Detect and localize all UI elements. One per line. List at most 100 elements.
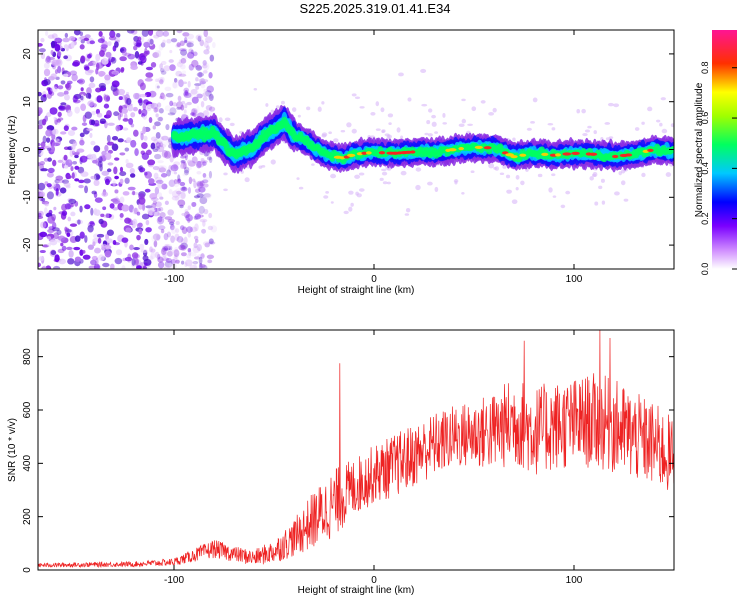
spectrogram-noise-blob [148, 30, 154, 36]
spectrogram-faint-blob [442, 122, 448, 125]
spectrogram-faint-blob [505, 174, 511, 179]
spectrogram-noise-blob [45, 57, 52, 64]
spectrogram-noise-blob [74, 165, 80, 170]
spectrogram-noise-blob [206, 45, 210, 51]
spectrogram-noise-blob [126, 30, 135, 34]
spectrogram-noise-blob [128, 117, 134, 125]
spectrogram-noise-blob [157, 256, 164, 263]
spectrogram-noise-blob [87, 69, 94, 74]
spectrogram-faint-blob [659, 122, 663, 127]
spectrogram-noise-blob [57, 92, 65, 97]
spectrogram-noise-blob [160, 92, 165, 100]
spectrogram-noise-blob [209, 110, 213, 118]
spectrogram-noise-blob [110, 57, 117, 64]
spectrogram-noise-blob [133, 92, 140, 100]
spectrogram-noise-blob [139, 82, 146, 91]
spectrogram-peak-blob [483, 146, 492, 150]
spectrogram-noise-blob [170, 226, 177, 234]
spectrogram-noise-blob [203, 30, 209, 38]
spectrogram-noise-blob [74, 235, 81, 242]
spectrogram-noise-blob [87, 100, 95, 107]
spectrogram-noise-blob [136, 234, 141, 241]
spectrogram-noise-blob [117, 112, 122, 121]
spectrogram-noise-blob [206, 37, 212, 44]
spectrogram-noise-blob [184, 89, 189, 96]
spectrogram-noise-blob [87, 153, 93, 159]
spectrogram-noise-blob [40, 221, 47, 229]
spectrogram-faint-blob [200, 157, 205, 161]
spectrogram-noise-blob [121, 237, 129, 243]
spectrogram-noise-blob [143, 171, 148, 176]
spectrogram-faint-blob [454, 180, 458, 185]
spectrogram-faint-blob [656, 119, 661, 123]
spectrogram-noise-blob [55, 188, 59, 196]
spectrogram-noise-blob [61, 210, 68, 216]
spectrogram-noise-blob [164, 151, 170, 158]
spectrogram-noise-blob [89, 76, 95, 83]
spectrogram-noise-blob [59, 187, 67, 194]
spectrogram-noise-blob [179, 48, 187, 52]
spectrogram-noise-blob [47, 167, 55, 174]
snr-xtick-label: 0 [371, 575, 377, 586]
snr-ylabel: SNR (10 * v/v) [7, 418, 18, 482]
spectrogram-noise-blob [202, 183, 209, 188]
spectrogram-noise-blob [192, 245, 201, 253]
spectrogram-faint-blob [620, 169, 626, 174]
spectrogram-noise-blob [181, 226, 188, 235]
spectrogram-faint-blob [488, 163, 495, 169]
spectrogram-noise-blob [122, 191, 130, 196]
spectrogram-noise-blob [46, 137, 51, 143]
spectrogram-noise-blob [111, 136, 119, 141]
spectrogram-faint-blob [613, 103, 620, 108]
spectrogram-noise-blob [159, 196, 164, 200]
spectrogram-noise-blob [187, 167, 192, 171]
spectrogram-noise-blob [173, 180, 180, 188]
spectrogram-noise-blob [155, 113, 159, 118]
spectrogram-noise-blob [182, 173, 187, 177]
spectrogram-noise-blob [202, 64, 208, 69]
spectrogram-peak-blob [510, 155, 518, 159]
spectrogram-noise-blob [122, 118, 129, 122]
spectrogram-noise-blob [164, 200, 169, 206]
spectrogram-noise-blob [47, 147, 52, 151]
spectrogram-noise-blob [156, 234, 161, 242]
spectrogram-noise-blob [84, 185, 88, 194]
spectrogram-noise-blob [158, 108, 164, 114]
spectrogram-noise-blob [202, 110, 210, 117]
spectrogram-noise-blob [127, 53, 136, 60]
spectrogram-noise-blob [163, 65, 171, 72]
spectrogram-noise-blob [119, 56, 127, 62]
spectrogram-noise-blob [98, 31, 103, 37]
spectrogram-noise-blob [200, 160, 208, 164]
spectrogram-peak-blob [410, 150, 416, 154]
spectrogram-faint-blob [384, 133, 390, 137]
spectrogram-noise-blob [97, 38, 105, 44]
spectrogram-noise-blob [170, 235, 175, 243]
spectrogram-noise-blob [158, 43, 164, 51]
spectrogram-noise-blob [194, 188, 201, 193]
spectrogram-noise-blob [166, 169, 171, 177]
spectrogram-faint-blob [387, 113, 394, 118]
snr-ytick-label: 0 [22, 567, 33, 573]
spectrogram-faint-blob [351, 128, 357, 134]
spectrogram-noise-blob [60, 242, 64, 247]
spectrogram-noise-blob [151, 203, 157, 209]
spectrogram-noise-blob [176, 235, 184, 243]
spectrogram-noise-blob [186, 226, 193, 233]
spectrogram-noise-blob [167, 112, 176, 116]
spectrogram-noise-blob [190, 49, 194, 54]
spectrogram-noise-blob [200, 253, 205, 259]
spectrogram-noise-blob [124, 147, 130, 152]
spectrogram-faint-blob [532, 97, 538, 103]
spectrogram-noise-blob [189, 226, 198, 233]
spectrogram-noise-blob [117, 88, 126, 96]
spectrogram-noise-blob [169, 100, 174, 107]
spectrogram-faint-blob [380, 107, 385, 113]
spectrogram-noise-blob [112, 180, 116, 187]
snr-ytick-label: 600 [22, 401, 33, 418]
spectrogram-noise-blob [87, 62, 94, 67]
spectrogram-noise-blob [40, 141, 46, 149]
spectrogram-noise-blob [164, 243, 171, 249]
spectrogram-noise-blob [124, 256, 133, 262]
spectrogram-noise-blob [206, 156, 212, 161]
